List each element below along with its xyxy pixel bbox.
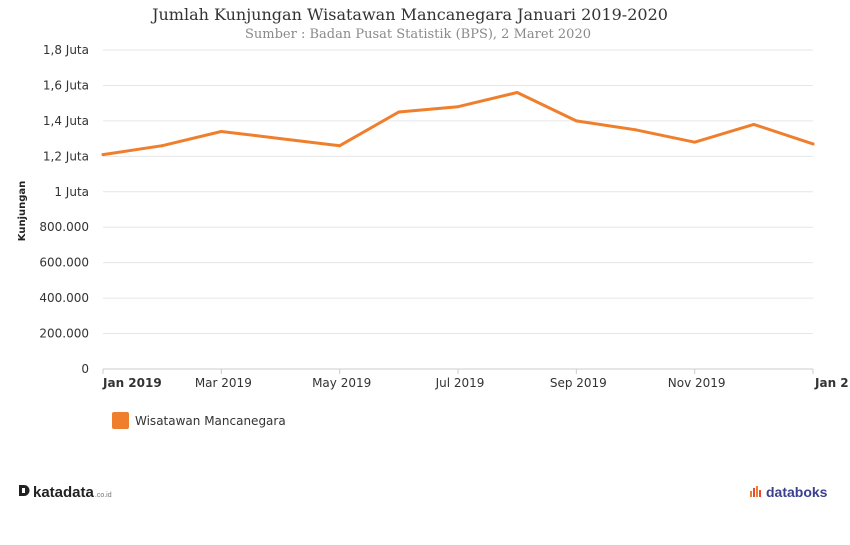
y-tick-label: 400.000 xyxy=(39,291,89,305)
katadata-logo-suffix: .co.id xyxy=(94,492,112,499)
data-point[interactable] xyxy=(811,142,815,146)
gridlines xyxy=(103,49,813,335)
x-tick-label: Jan 2 xyxy=(814,376,849,390)
katadata-logo: katadata .co.id xyxy=(18,484,112,501)
legend-label: Wisatawan Mancanegara xyxy=(135,413,286,428)
data-point[interactable] xyxy=(574,119,578,123)
y-tick-label: 1 Juta xyxy=(54,185,89,199)
x-tick-label: Nov 2019 xyxy=(668,376,726,390)
y-tick-label: 1,2 Juta xyxy=(43,149,89,163)
data-point[interactable] xyxy=(160,144,164,148)
y-tick-label: 800.000 xyxy=(39,220,89,234)
y-tick-label: 0 xyxy=(81,362,89,376)
data-point[interactable] xyxy=(279,137,282,141)
x-tick-label: Sep 2019 xyxy=(550,376,607,390)
series-line[interactable] xyxy=(101,91,815,157)
katadata-logo-text: katadata xyxy=(33,484,94,501)
data-point[interactable] xyxy=(752,122,756,126)
data-point[interactable] xyxy=(693,140,697,144)
data-point[interactable] xyxy=(515,91,519,95)
data-point[interactable] xyxy=(634,128,637,132)
y-tick-label: 200.000 xyxy=(39,327,89,341)
katadata-d-icon xyxy=(19,485,30,496)
data-point[interactable] xyxy=(397,110,401,114)
y-tick-label: 1,8 Juta xyxy=(43,43,89,57)
data-point[interactable] xyxy=(338,144,342,148)
y-tick-label: 600.000 xyxy=(39,256,89,270)
x-axis: Jan 2019 Mar 2019 May 2019 Jul 2019 Sep 2019… xyxy=(102,368,849,390)
legend[interactable]: Wisatawan Mancanegara xyxy=(112,412,286,429)
x-tick-label: May 2019 xyxy=(312,376,371,390)
data-point[interactable] xyxy=(219,130,223,134)
data-point[interactable] xyxy=(456,105,460,109)
chart-subtitle: Sumber : Badan Pusat Statistik (BPS), 2 … xyxy=(244,27,591,42)
databoks-logo-text: databoks xyxy=(766,484,828,500)
chart-title: Jumlah Kunjungan Wisatawan Mancanegara J… xyxy=(152,5,668,24)
databoks-bars-icon xyxy=(750,486,761,497)
legend-swatch xyxy=(112,412,129,429)
data-point[interactable] xyxy=(101,153,105,157)
x-tick-label: Mar 2019 xyxy=(195,376,252,390)
y-axis-ticks: 0 200.000 400.000 600.000 800.000 1 Juta 1,2 J… xyxy=(39,43,89,376)
x-tick-label: Jan 2019 xyxy=(102,376,162,390)
y-axis-label: Kunjungan xyxy=(17,181,28,242)
x-tick-label: Jul 2019 xyxy=(435,376,485,390)
series-layer xyxy=(101,91,815,157)
y-tick-label: 1,6 Juta xyxy=(43,78,89,92)
y-tick-label: 1,4 Juta xyxy=(43,114,89,128)
databoks-logo: databoks xyxy=(749,484,827,500)
